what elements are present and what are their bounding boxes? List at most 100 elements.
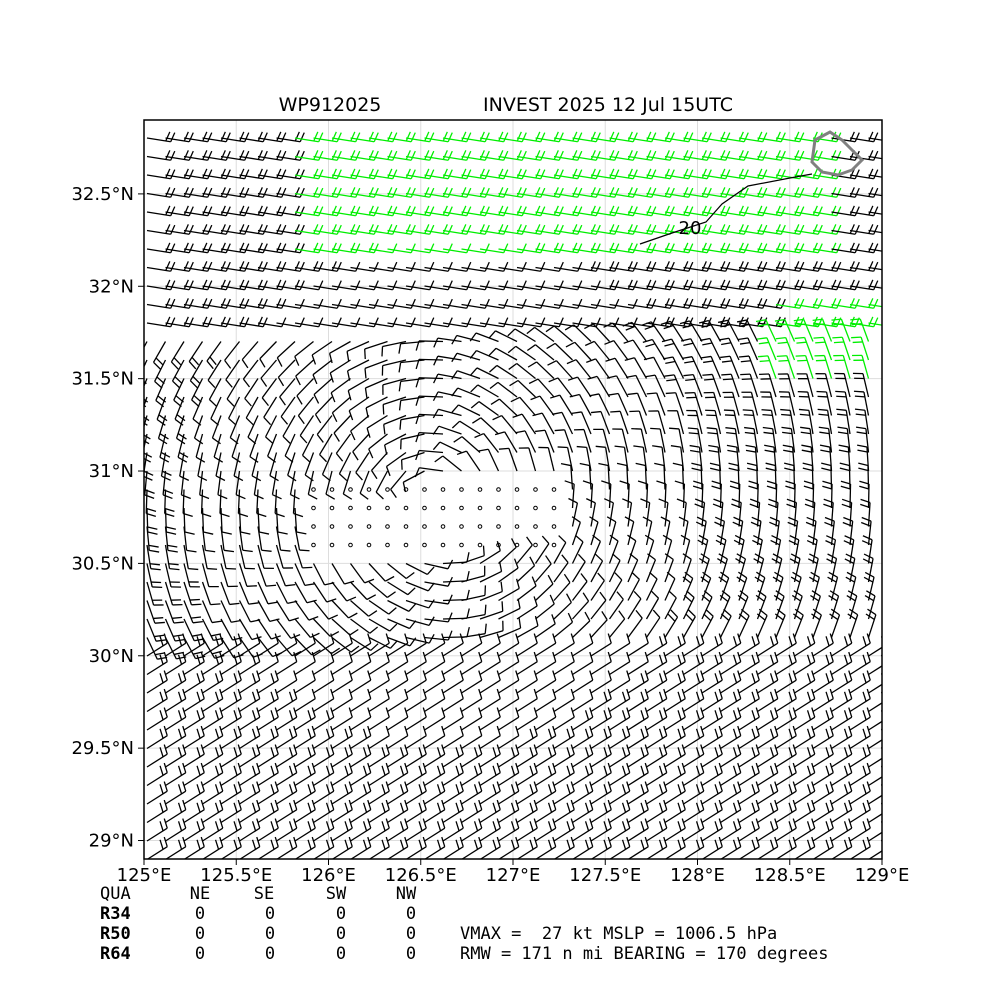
barb-staff bbox=[812, 642, 834, 657]
barb-staff bbox=[683, 192, 708, 198]
barb-flag bbox=[348, 612, 358, 619]
barb-flag bbox=[404, 762, 409, 773]
barb-staff bbox=[405, 248, 430, 254]
barb-staff bbox=[664, 483, 667, 509]
barb-flag bbox=[626, 836, 631, 847]
barb-flag bbox=[687, 427, 698, 430]
barb-flag bbox=[336, 261, 342, 272]
barb-staff bbox=[387, 229, 412, 235]
barb-staff bbox=[294, 155, 319, 161]
barb-flag bbox=[792, 613, 802, 621]
barb-staff bbox=[498, 546, 517, 564]
barb-flag bbox=[331, 187, 337, 197]
barb-staff bbox=[479, 266, 504, 272]
barb-flag bbox=[173, 634, 184, 638]
barb-flag bbox=[473, 839, 479, 850]
barb-flag bbox=[651, 224, 657, 235]
barb-flag bbox=[368, 224, 374, 234]
barb-flag bbox=[618, 610, 626, 620]
barb-staff bbox=[183, 753, 205, 768]
barb-flag bbox=[780, 408, 791, 412]
barb-staff bbox=[257, 266, 282, 272]
barb-staff bbox=[516, 211, 541, 217]
barb-flag bbox=[857, 444, 868, 448]
barb-staff bbox=[830, 577, 839, 601]
barb-flag bbox=[535, 224, 541, 234]
barb-flag bbox=[775, 150, 781, 160]
barb-staff bbox=[553, 698, 575, 713]
barb-flag bbox=[399, 419, 402, 430]
barb-flag bbox=[564, 480, 575, 485]
barb-flag bbox=[182, 781, 187, 792]
barb-flag bbox=[718, 633, 723, 644]
barb-staff bbox=[738, 155, 763, 161]
barb-flag bbox=[162, 470, 172, 476]
barb-flag bbox=[763, 431, 774, 435]
barb-staff bbox=[849, 679, 871, 694]
barb-flag bbox=[584, 611, 591, 622]
barb-flag bbox=[632, 280, 638, 291]
barb-flag bbox=[769, 821, 775, 832]
calm-marker bbox=[496, 505, 501, 511]
barb-flag bbox=[751, 636, 756, 647]
barb-staff bbox=[701, 540, 709, 564]
barb-flag bbox=[466, 608, 470, 619]
r64-ne: 0 bbox=[195, 944, 205, 964]
barb-staff bbox=[347, 377, 370, 392]
barb-flag bbox=[632, 206, 638, 217]
barb-flag bbox=[257, 279, 263, 290]
barb-staff bbox=[609, 174, 634, 180]
barb-flag bbox=[466, 150, 472, 161]
barb-staff bbox=[442, 455, 462, 472]
barb-staff bbox=[165, 679, 187, 694]
barb-flag bbox=[259, 358, 266, 368]
barb-staff bbox=[257, 563, 267, 587]
barb-flag bbox=[288, 747, 294, 758]
barb-flag bbox=[750, 521, 761, 527]
barb-staff bbox=[738, 248, 763, 254]
barb-staff bbox=[424, 661, 446, 676]
barb-flag bbox=[558, 535, 567, 544]
barb-flag bbox=[640, 821, 645, 832]
barb-flag bbox=[244, 206, 250, 217]
barb-flag bbox=[293, 744, 298, 755]
barb-staff bbox=[720, 642, 742, 657]
barb-flag bbox=[459, 707, 464, 718]
barb-staff bbox=[733, 410, 740, 435]
barb-flag bbox=[625, 325, 636, 331]
barb-staff bbox=[524, 430, 537, 453]
barb-staff bbox=[646, 753, 668, 768]
barb-staff bbox=[553, 827, 575, 842]
barb-flag bbox=[640, 747, 645, 758]
barb-staff bbox=[257, 716, 279, 731]
barb-flag bbox=[415, 414, 420, 425]
barb-flag bbox=[725, 224, 731, 235]
barb-flag bbox=[496, 781, 501, 792]
barb-staff bbox=[516, 642, 538, 657]
barb-flag bbox=[200, 633, 205, 644]
barb-flag bbox=[792, 633, 797, 644]
barb-flag bbox=[331, 205, 337, 216]
barb-staff bbox=[831, 642, 853, 657]
barb-flag bbox=[503, 243, 509, 254]
barb-flag bbox=[595, 206, 601, 217]
barb-staff bbox=[757, 716, 779, 731]
barb-staff bbox=[350, 285, 375, 291]
barb-flag bbox=[203, 531, 214, 535]
barb-flag bbox=[751, 784, 756, 795]
barb-flag bbox=[336, 132, 342, 143]
barb-staff bbox=[646, 846, 668, 859]
barb-flag bbox=[156, 418, 166, 426]
barb-staff bbox=[146, 137, 171, 143]
barb-flag bbox=[796, 341, 807, 344]
barb-staff bbox=[701, 248, 726, 254]
barb-staff bbox=[220, 563, 229, 587]
barb-staff bbox=[182, 489, 185, 514]
barb-flag bbox=[811, 670, 816, 681]
barb-staff bbox=[738, 753, 760, 768]
barb-flag bbox=[373, 132, 379, 143]
barb-staff bbox=[701, 698, 723, 713]
barb-flag bbox=[614, 298, 620, 309]
barb-flag bbox=[829, 744, 834, 755]
barb-staff bbox=[663, 465, 666, 490]
